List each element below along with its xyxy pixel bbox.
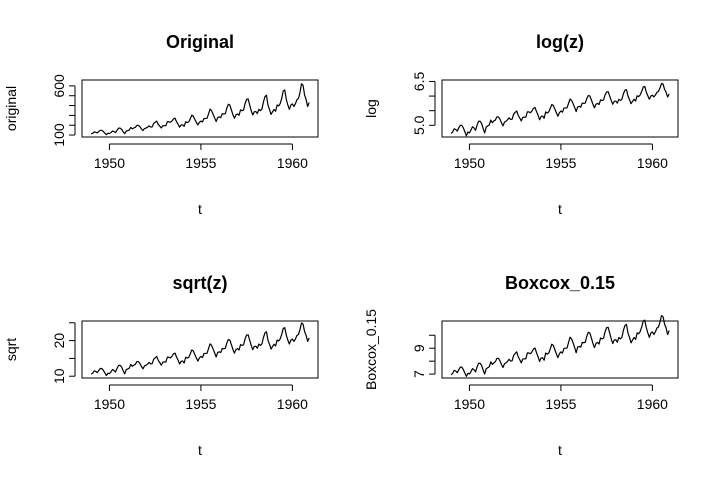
x-tick-label: 1955 xyxy=(185,396,216,412)
series-line xyxy=(450,82,670,137)
y-tick-label: 5.0 xyxy=(411,115,427,135)
y-tick-label: 20 xyxy=(51,333,67,349)
x-tick-label: 1950 xyxy=(454,155,485,171)
y-tick-label: 600 xyxy=(51,74,67,98)
x-axis-label: t xyxy=(198,201,202,217)
plot-frame xyxy=(81,79,319,138)
chart-title: log(z) xyxy=(536,32,584,52)
plot-frame xyxy=(81,320,319,379)
chart-title: Original xyxy=(166,32,234,52)
x-axis-label: t xyxy=(198,442,202,458)
y-tick-label: 9 xyxy=(411,344,427,352)
x-tick-label: 1960 xyxy=(637,396,668,412)
y-axis-label: original xyxy=(3,86,19,131)
x-tick-label: 1955 xyxy=(185,155,216,171)
x-tick-label: 1955 xyxy=(545,155,576,171)
y-tick-label: 10 xyxy=(51,368,67,384)
plot-frame xyxy=(441,79,679,138)
x-tick-label: 1960 xyxy=(637,155,668,171)
series-line xyxy=(450,314,670,377)
plot-frame xyxy=(441,320,679,379)
y-tick-label: 6.5 xyxy=(411,72,427,92)
x-tick-label: 1960 xyxy=(277,396,308,412)
x-tick-label: 1955 xyxy=(545,396,576,412)
y-tick-label: 100 xyxy=(51,123,67,147)
series-line xyxy=(90,322,310,377)
chart-title: Boxcox_0.15 xyxy=(505,273,615,293)
panel-2: log(z) 1950 1955 1960 t 5.0 6.5 log xyxy=(363,32,679,217)
y-axis-label: Boxcox_0.15 xyxy=(363,309,379,390)
panel-4: Boxcox_0.15 1950 1955 1960 t 7 9 Boxcox_0.15 xyxy=(363,273,679,458)
x-tick-label: 1950 xyxy=(94,155,125,171)
x-axis-label: t xyxy=(558,201,562,217)
x-tick-label: 1950 xyxy=(94,396,125,412)
series-line xyxy=(90,83,310,136)
chart-title: sqrt(z) xyxy=(173,273,228,293)
panel-1: Original 1950 1955 1960 t 100 600 original xyxy=(3,32,319,217)
x-axis-label: t xyxy=(558,442,562,458)
x-tick-label: 1950 xyxy=(454,396,485,412)
x-tick-label: 1960 xyxy=(277,155,308,171)
y-axis-label: log xyxy=(363,99,379,118)
y-tick-label: 7 xyxy=(411,370,427,378)
panel-3: sqrt(z) 1950 1955 1960 t 10 20 sqrt xyxy=(3,273,319,458)
y-axis-label: sqrt xyxy=(3,338,19,361)
